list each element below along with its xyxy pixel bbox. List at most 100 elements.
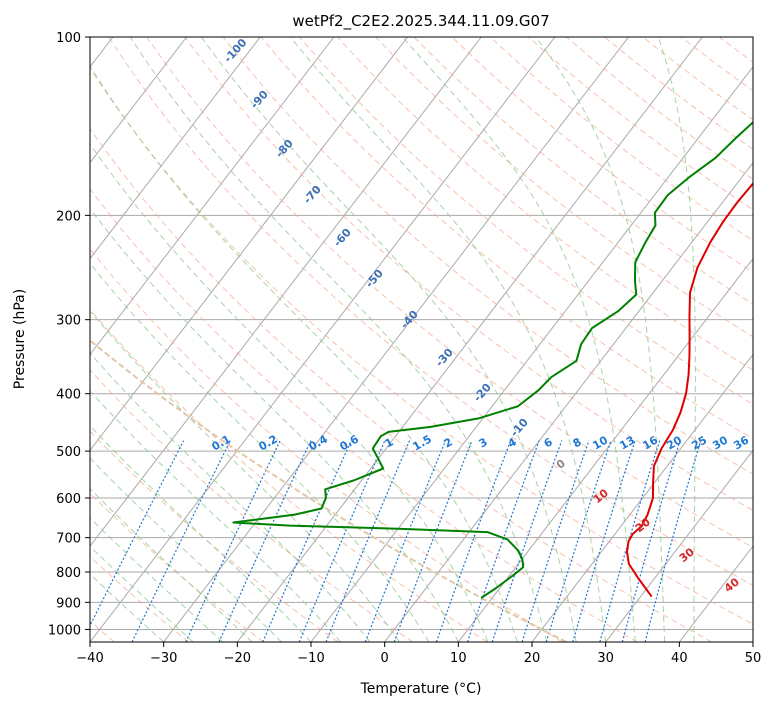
mixing-ratio-label: 13 bbox=[617, 434, 637, 453]
reference-curve bbox=[90, 339, 567, 642]
dry-adiabat-line bbox=[90, 188, 638, 642]
y-tick-label: 1000 bbox=[48, 623, 81, 638]
moist-adiabat-line bbox=[90, 487, 253, 642]
moist-adiabat-line bbox=[90, 545, 194, 642]
mixing-ratio-label: 0.6 bbox=[338, 432, 362, 453]
moist-adiabat-line bbox=[289, 37, 607, 642]
dry-adiabat-label: 0 bbox=[554, 457, 568, 472]
moist-adiabat-label: -20 bbox=[471, 381, 494, 405]
mixing-ratio-line bbox=[466, 440, 540, 642]
x-tick-label: 30 bbox=[597, 651, 614, 666]
moist-adiabat-line bbox=[90, 262, 430, 642]
isotherm-line bbox=[90, 37, 261, 260]
moist-adiabat-line bbox=[90, 390, 341, 642]
moist-adiabat-line bbox=[200, 37, 577, 642]
y-tick-label: 100 bbox=[56, 31, 81, 46]
x-tick-label: 20 bbox=[524, 651, 541, 666]
dry-adiabat-line bbox=[337, 37, 753, 371]
mixing-ratio-line bbox=[218, 440, 312, 642]
isotherm-line bbox=[90, 37, 335, 356]
dry-adiabat-line bbox=[90, 67, 753, 625]
dry-adiabat-line bbox=[566, 37, 753, 180]
y-axis: 100 200 300 400 500 600 700 800 900 1000 bbox=[48, 31, 90, 638]
mixing-ratio-line bbox=[298, 440, 386, 642]
isotherm-line bbox=[605, 449, 753, 642]
mixing-ratio-line bbox=[131, 440, 231, 642]
isotherm-line bbox=[457, 257, 753, 642]
dry-adiabat-line bbox=[527, 37, 753, 211]
dry-adiabat-line bbox=[146, 37, 753, 549]
mixing-ratio-label: 8 bbox=[571, 435, 584, 450]
mixing-ratio-line bbox=[491, 440, 563, 642]
x-tick-label: 10 bbox=[450, 651, 467, 666]
x-tick-label: 0 bbox=[381, 651, 389, 666]
plot-frame bbox=[89, 36, 754, 643]
line-labels-layer: 0.1 0.2 0.4 0.6 1 1.5 2 3 4 6 8 10 13 16 20 25 30 36-100-… bbox=[210, 37, 752, 595]
y-tick-label: 900 bbox=[56, 596, 81, 611]
isotherm-label: 10 bbox=[591, 486, 611, 506]
dry-adiabat-line bbox=[90, 369, 414, 642]
mixing-ratio-line bbox=[185, 440, 281, 642]
y-tick-label: 300 bbox=[56, 314, 81, 329]
dry-adiabat-line bbox=[90, 308, 488, 642]
moist-adiabat-line bbox=[90, 310, 400, 642]
mixing-ratio-line bbox=[572, 440, 636, 642]
isotherm-line bbox=[752, 641, 753, 642]
mixing-ratio-label: 25 bbox=[689, 434, 709, 453]
y-tick-label: 500 bbox=[56, 445, 81, 460]
mixing-ratio-line bbox=[599, 440, 661, 642]
isotherm-line bbox=[90, 37, 409, 452]
chart-title: wetPf2_C2E2.2025.344.11.09.G07 bbox=[292, 12, 549, 31]
moist-adiabat-line bbox=[90, 457, 282, 642]
x-tick-label: 40 bbox=[671, 651, 688, 666]
dry-adiabat-line bbox=[299, 37, 753, 405]
moist-adiabat-line bbox=[90, 573, 165, 642]
mixing-ratio-line bbox=[393, 440, 473, 642]
mixing-ratio-label: 0.4 bbox=[307, 432, 331, 453]
mixing-ratio-label: 0.2 bbox=[257, 432, 280, 453]
x-axis: −40 −30 −20 −10 0 10 20 30 40 50 bbox=[76, 642, 761, 666]
moist-adiabat-label: -80 bbox=[273, 137, 296, 161]
moist-adiabat-line bbox=[402, 37, 636, 642]
mixing-ratio-line bbox=[435, 440, 512, 642]
x-tick-label: −10 bbox=[297, 651, 324, 666]
moist-adiabat-line bbox=[90, 517, 223, 642]
dry-adiabat-line bbox=[90, 555, 190, 642]
mixing-ratio-line bbox=[90, 440, 185, 627]
isotherm-line bbox=[236, 37, 703, 642]
isotherm-line bbox=[90, 37, 482, 547]
x-axis-label: Temperature (°C) bbox=[360, 681, 482, 697]
moist-adiabat-label: -30 bbox=[433, 346, 456, 370]
moist-adiabat-label: -60 bbox=[331, 226, 354, 250]
y-axis-label: Pressure (hPa) bbox=[12, 289, 28, 389]
mixing-ratio-line bbox=[545, 440, 612, 642]
dry-adiabat-line bbox=[757, 37, 775, 642]
mixing-ratio-line bbox=[521, 440, 590, 642]
moist-adiabat-label: -50 bbox=[363, 267, 386, 291]
isotherm-line bbox=[531, 353, 753, 642]
dry-adiabat-line bbox=[184, 37, 753, 511]
isotherm-line bbox=[90, 37, 556, 642]
y-tick-label: 800 bbox=[56, 566, 81, 581]
moist-adiabat-line bbox=[535, 37, 666, 642]
y-tick-label: 200 bbox=[56, 209, 81, 224]
grid-layer bbox=[90, 37, 775, 642]
temperature-profile bbox=[625, 182, 753, 598]
dry-adiabat-line bbox=[451, 37, 753, 273]
y-tick-label: 700 bbox=[56, 532, 81, 547]
dry-adiabat-line bbox=[108, 37, 753, 586]
moist-adiabat-label: -70 bbox=[301, 183, 324, 207]
dry-adiabat-line bbox=[375, 37, 753, 338]
moist-adiabat-line bbox=[90, 352, 371, 642]
x-tick-label: −40 bbox=[76, 651, 103, 666]
mixing-ratio-label: 3 bbox=[477, 435, 490, 450]
isotherm-line bbox=[384, 161, 753, 642]
mixing-ratio-label: 6 bbox=[542, 435, 555, 450]
mixing-ratio-line bbox=[644, 440, 702, 642]
isotherm-line bbox=[90, 37, 188, 164]
dry-adiabat-line bbox=[642, 37, 753, 121]
moist-adiabat-line bbox=[90, 65, 518, 642]
moist-adiabat-line bbox=[90, 143, 489, 642]
